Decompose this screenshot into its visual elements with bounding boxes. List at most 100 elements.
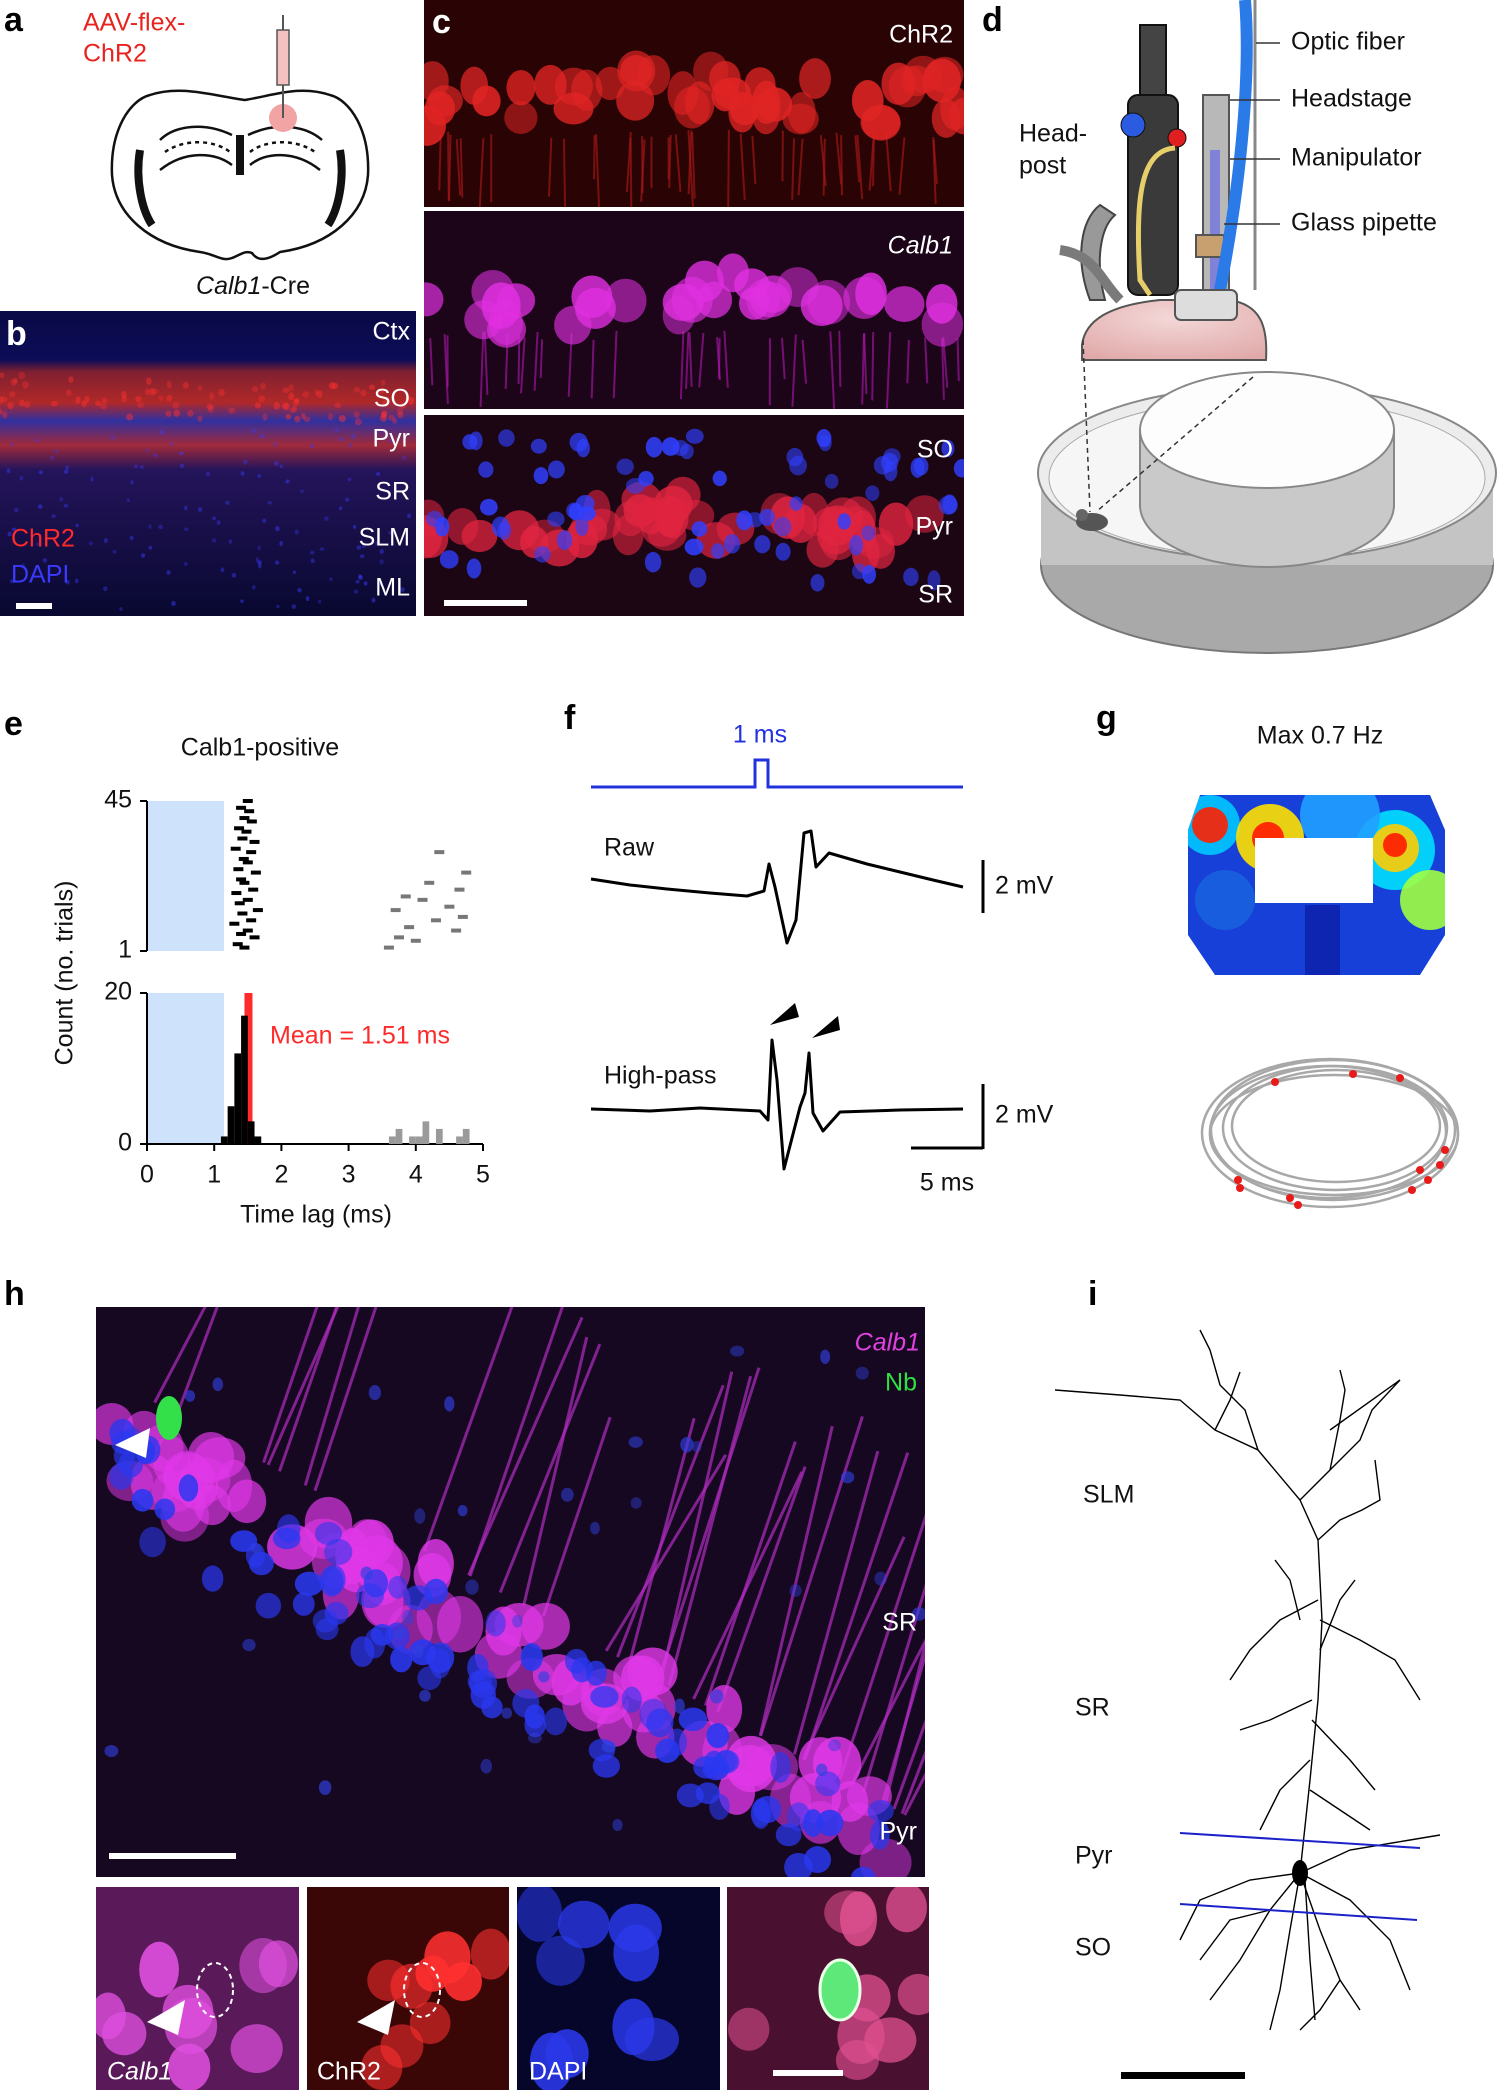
cell	[528, 1732, 542, 1744]
headstage-drawing-part	[1195, 234, 1225, 258]
cell	[152, 453, 158, 458]
spike-tick	[461, 870, 472, 875]
cell	[297, 587, 302, 593]
cell	[139, 465, 144, 470]
process	[840, 135, 844, 196]
cell	[9, 391, 16, 397]
cell	[274, 560, 280, 565]
cell	[399, 402, 407, 409]
layer-label: Pyr	[373, 425, 411, 453]
cell	[158, 395, 164, 401]
cell	[533, 467, 549, 485]
cell	[323, 1538, 353, 1566]
cell	[608, 1903, 662, 1953]
cell	[560, 1487, 574, 1502]
cell	[674, 1698, 685, 1714]
spike-tick	[242, 928, 253, 933]
cell	[288, 384, 294, 392]
stain-label: Calb1	[855, 1329, 920, 1357]
spike-tick	[404, 925, 415, 930]
headstage-drawing	[1059, 0, 1268, 361]
cell	[88, 541, 93, 546]
scale-bar	[16, 603, 52, 609]
stain-label: Nb	[885, 1369, 917, 1397]
cell	[353, 411, 360, 418]
cell	[292, 1592, 315, 1616]
cell	[828, 1739, 841, 1752]
cell	[803, 1809, 823, 1838]
process	[872, 138, 875, 187]
process	[723, 330, 729, 388]
process	[801, 339, 808, 384]
cell	[126, 413, 134, 421]
cell	[667, 1728, 687, 1757]
cell	[481, 1696, 503, 1719]
cell	[0, 408, 3, 415]
cell	[319, 547, 325, 551]
process	[483, 331, 489, 395]
cell	[911, 1607, 925, 1621]
panel-a: a AAV-flex- ChR2 Calb1-Cre	[4, 1, 370, 300]
spike-locations-part	[1408, 1186, 1416, 1194]
process	[727, 130, 730, 207]
cell-outline	[196, 1962, 234, 2018]
spike-tick	[239, 880, 250, 885]
cell	[314, 389, 320, 396]
y-tick-label: 1	[118, 936, 132, 964]
construct-label: AAV-flex-	[83, 9, 185, 37]
cell	[282, 387, 290, 394]
spike-locations-part	[1236, 1184, 1244, 1192]
cell	[279, 464, 283, 469]
cell	[625, 478, 646, 494]
cell	[129, 535, 134, 541]
cell	[289, 407, 296, 414]
spike-locations-part	[1234, 1176, 1242, 1184]
cell	[169, 442, 174, 447]
cell	[517, 1887, 562, 1942]
cell	[126, 498, 131, 503]
stain-label: ChR2	[889, 21, 953, 49]
headpost-label: post	[1019, 152, 1066, 180]
process	[941, 338, 945, 400]
histology-image	[0, 311, 416, 616]
cell	[285, 413, 291, 420]
cell	[322, 1564, 346, 1595]
cell	[18, 371, 26, 380]
neuron-reconstruction-part	[1054, 1389, 1323, 1874]
process	[803, 1452, 910, 1761]
cell	[360, 389, 367, 397]
process	[612, 330, 618, 399]
cell	[382, 400, 388, 407]
cell	[197, 415, 203, 422]
spike-locations-part	[1441, 1146, 1449, 1154]
cell	[250, 1543, 262, 1554]
cell	[412, 1644, 424, 1658]
cell	[680, 1436, 694, 1453]
cell	[534, 545, 551, 563]
neuron-reconstruction-part	[1274, 1559, 1356, 1651]
process	[604, 1454, 728, 1652]
cell	[258, 563, 262, 569]
panel-label: h	[4, 1275, 25, 1313]
cell	[685, 428, 704, 444]
cell	[11, 527, 17, 532]
cell	[197, 507, 203, 512]
panel-label: c	[432, 3, 451, 41]
cell	[786, 447, 804, 467]
chart-title: Calb1-positive	[181, 734, 339, 762]
cell	[723, 534, 741, 554]
cell	[338, 414, 346, 422]
cell	[381, 410, 388, 418]
cell	[430, 1648, 451, 1679]
cell	[837, 513, 851, 530]
cell	[178, 451, 184, 456]
cell	[905, 495, 944, 533]
cell	[21, 563, 25, 569]
cell	[90, 476, 94, 482]
cell	[520, 1643, 543, 1672]
cell	[285, 479, 290, 484]
spike-tick	[237, 911, 248, 916]
neuron-reconstruction-part	[1229, 1599, 1319, 1681]
scale-bar	[773, 2070, 843, 2076]
cell	[272, 1527, 301, 1550]
